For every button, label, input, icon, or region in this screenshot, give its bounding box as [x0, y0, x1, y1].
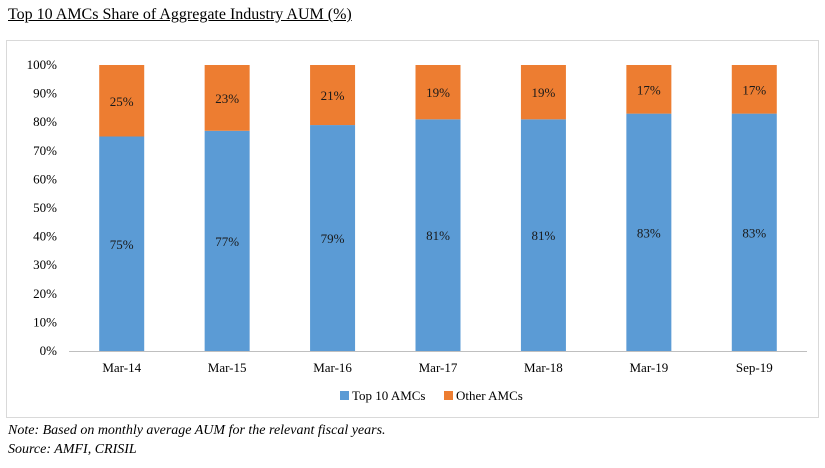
- legend: Top 10 AMCs Other AMCs: [340, 388, 523, 403]
- y-tick-label: 70%: [33, 143, 57, 158]
- data-label: 81%: [532, 228, 556, 243]
- y-tick-label: 100%: [27, 57, 58, 72]
- data-label: 75%: [110, 237, 134, 252]
- chart-title: Top 10 AMCs Share of Aggregate Industry …: [8, 6, 352, 23]
- data-label: 83%: [637, 225, 661, 240]
- bar-top10-amcs: [520, 119, 566, 351]
- y-tick-label: 0%: [40, 343, 58, 358]
- bar-top10-amcs: [99, 136, 145, 351]
- x-tick-label: Mar-17: [419, 360, 458, 375]
- y-tick-label: 30%: [33, 257, 57, 272]
- bar-other-amcs: [415, 65, 461, 120]
- y-tick-label: 90%: [33, 86, 57, 101]
- data-label: 17%: [637, 82, 661, 97]
- chart-area: 0% 10% 20% 30% 40% 50% 60% 70% 80% 90% 100% 75% 25%…: [6, 40, 819, 418]
- legend-label: Other AMCs: [456, 388, 523, 403]
- data-label: 19%: [426, 85, 450, 100]
- x-tick-label: Mar-19: [629, 360, 668, 375]
- x-tick-label: Mar-16: [313, 360, 352, 375]
- y-axis: 0% 10% 20% 30% 40% 50% 60% 70% 80% 90% 100%: [27, 57, 58, 358]
- data-label: 77%: [215, 234, 239, 249]
- x-tick-label: Sep-19: [736, 360, 773, 375]
- chart-source: Source: AMFI, CRISIL: [8, 442, 137, 457]
- data-label: 21%: [321, 88, 345, 103]
- y-tick-label: 50%: [33, 200, 57, 215]
- data-label: 17%: [742, 82, 766, 97]
- bar-top10-amcs: [204, 130, 250, 351]
- data-label: 25%: [110, 94, 134, 109]
- bar-top10-amcs: [626, 113, 672, 352]
- y-tick-label: 40%: [33, 229, 57, 244]
- bar-other-amcs: [626, 65, 672, 114]
- data-label: 19%: [532, 85, 556, 100]
- bar-other-amcs: [520, 65, 566, 120]
- chart-note: Note: Based on monthly average AUM for t…: [8, 423, 386, 438]
- bar-top10-amcs: [731, 113, 777, 352]
- stacked-bar-chart: 0% 10% 20% 30% 40% 50% 60% 70% 80% 90% 100% 75% 25%…: [27, 57, 807, 403]
- bar-other-amcs: [99, 65, 145, 137]
- x-tick-label: Mar-18: [524, 360, 563, 375]
- bar-other-amcs: [204, 65, 250, 131]
- legend-label: Top 10 AMCs: [352, 388, 426, 403]
- y-tick-label: 20%: [33, 286, 57, 301]
- bar-top10-amcs: [415, 119, 461, 351]
- x-axis: Mar-14 Mar-15 Mar-16 Mar-17 Mar-18 Mar-19 Sep-…: [69, 351, 807, 375]
- bars: 75% 25% 77% 23% 79% 21% 81% 19% 81% 19% 83% 17% 83% 1…: [99, 65, 777, 352]
- data-label: 79%: [321, 231, 345, 246]
- data-label: 81%: [426, 228, 450, 243]
- bar-other-amcs: [731, 65, 777, 114]
- y-tick-label: 10%: [33, 314, 57, 329]
- bar-top10-amcs: [310, 125, 356, 351]
- x-tick-label: Mar-14: [102, 360, 141, 375]
- legend-swatch-top10-amcs: [340, 391, 349, 400]
- data-label: 23%: [215, 91, 239, 106]
- legend-swatch-other-amcs: [444, 391, 453, 400]
- bar-other-amcs: [310, 65, 356, 126]
- y-tick-label: 60%: [33, 171, 57, 186]
- data-label: 83%: [742, 225, 766, 240]
- x-tick-label: Mar-15: [208, 360, 247, 375]
- y-tick-label: 80%: [33, 114, 57, 129]
